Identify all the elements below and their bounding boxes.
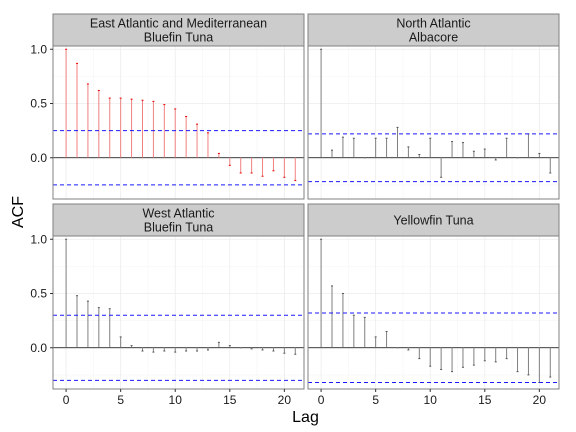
x-tick-label: 15	[223, 393, 237, 407]
x-tick-label: 20	[278, 393, 292, 407]
x-tick-label: 0	[63, 393, 70, 407]
x-tick-label: 20	[533, 393, 547, 407]
plot-background	[308, 46, 559, 199]
facet-title-line: Bluefin Tuna	[144, 221, 214, 235]
x-tick-label: 10	[169, 393, 183, 407]
panel-border	[307, 45, 560, 200]
facet-strip	[307, 13, 560, 47]
x-axis-title: Lag	[292, 409, 319, 426]
y-tick-label: 0.0	[30, 151, 47, 165]
facet-panel-4: Yellowfin Tuna	[307, 203, 560, 390]
panel-border	[52, 235, 305, 390]
y-axes: 0.0 0.5 1.0 0.0 0.5 1.0	[30, 42, 53, 355]
y-tick-label: 0.0	[30, 341, 47, 355]
x-tick-label: 5	[372, 393, 379, 407]
facet-strip	[52, 203, 305, 237]
facet-title-line: Yellowfin Tuna	[393, 214, 473, 228]
facet-strip	[52, 13, 305, 47]
facet-title-line: Albacore	[409, 31, 458, 45]
y-axis-title: ACF	[10, 196, 27, 228]
y-tick-label: 1.0	[30, 42, 47, 56]
y-tick-label: 0.5	[30, 97, 47, 111]
facet-title-line: North Atlantic	[396, 17, 470, 31]
plot-background	[53, 46, 304, 199]
x-axes: 0 5 10 15 20 0 5 10 15 20	[63, 389, 547, 407]
x-tick-label: 15	[478, 393, 492, 407]
x-tick-label: 0	[318, 393, 325, 407]
x-tick-label: 5	[117, 393, 124, 407]
plot-background	[308, 236, 559, 389]
facet-title-line: East Atlantic and Mediterranean	[90, 17, 267, 31]
facet-strip	[307, 203, 560, 237]
panel-border	[52, 45, 305, 200]
y-tick-label: 0.5	[30, 287, 47, 301]
panel-border	[307, 235, 560, 390]
x-tick-label: 10	[424, 393, 438, 407]
facet-title-line: Bluefin Tuna	[144, 31, 214, 45]
y-tick-label: 1.0	[30, 232, 47, 246]
facet-title-line: West Atlantic	[142, 207, 214, 221]
plot-background	[53, 236, 304, 389]
